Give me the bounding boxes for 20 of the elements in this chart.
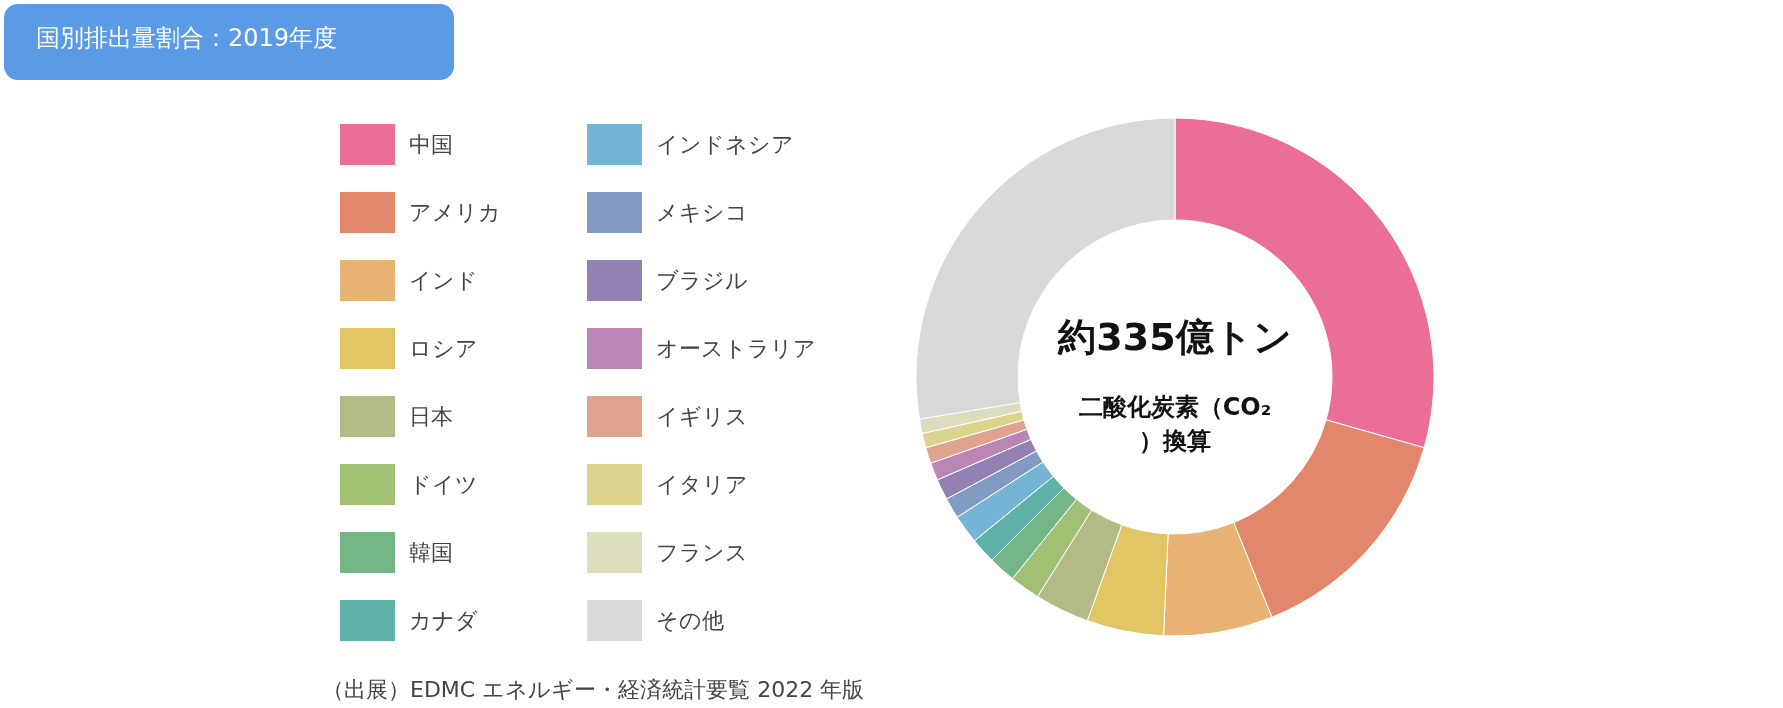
legend-label: カナダ [409,608,478,633]
text: （出展）EDMC エネルギー・経済統計要覧 2022 年版 [322,676,865,702]
legend-label: 中国 [409,132,453,157]
legend-label: メキシコ [656,200,748,225]
legend-label: イタリア [656,472,748,497]
legend-label: フランス [656,540,748,565]
legend-label: 日本 [409,404,453,429]
legend-label: インド [409,268,478,293]
legend-label: ブラジル [656,268,748,293]
legend-label: オーストラリア [656,336,816,361]
legend-label: アメリカ [409,200,501,225]
text: 二酸化炭素（CO₂）換算 [1078,393,1272,455]
legend-label: インドネシア [656,132,794,157]
legend-label: イギリス [656,404,748,429]
chart-title: 国別排出量割合：2019年度 [36,24,338,52]
legend-label: その他 [656,608,724,633]
legend-label: 韓国 [409,540,453,565]
text: 約335億トン [1057,315,1292,359]
legend-label: ドイツ [409,472,478,497]
legend-label: ロシア [409,336,478,361]
